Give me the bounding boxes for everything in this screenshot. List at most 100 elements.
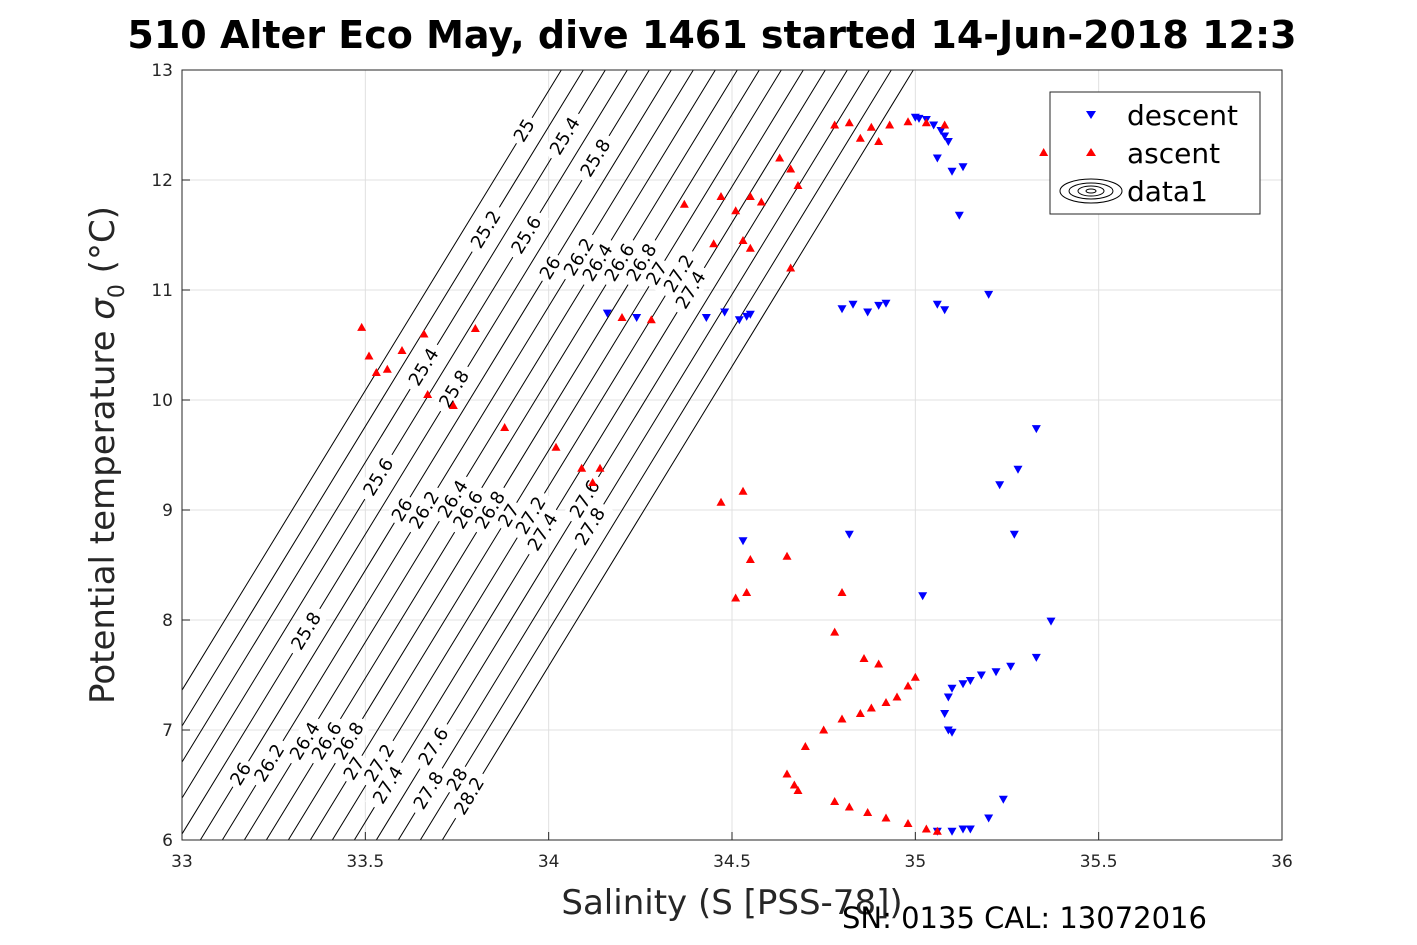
- x-tick-label: 34.5: [713, 852, 751, 872]
- descent-point: [844, 530, 854, 539]
- ascent-point: [595, 463, 605, 472]
- descent-point: [984, 814, 994, 823]
- ascent-point: [830, 797, 840, 805]
- y-axis-label-sigma: σ: [83, 297, 123, 320]
- ascent-point: [793, 181, 803, 189]
- descent-point: [943, 726, 953, 735]
- ascent-point: [742, 588, 752, 596]
- isopycnal-line: [182, 70, 584, 728]
- isopycnal-label-bg: [519, 504, 566, 560]
- isopycnal-line: [375, 70, 848, 840]
- y-axis-label-unit: (°C): [83, 206, 123, 284]
- isopycnal-label-bg: [446, 768, 493, 824]
- descent-point: [918, 592, 928, 601]
- isopycnal-label-bg: [491, 496, 527, 535]
- ascent-point: [903, 819, 913, 827]
- isopycnal-line: [182, 70, 650, 835]
- y-tick-label: 12: [151, 171, 173, 191]
- ascent-point: [1039, 148, 1049, 156]
- isopycnal-label-bg: [401, 482, 448, 538]
- ascent-point: [866, 703, 876, 712]
- ascent-point: [874, 137, 884, 145]
- y-axis-label-main: Potential temperature: [83, 320, 123, 704]
- isopycnal-label-bg: [655, 245, 702, 302]
- isopycnal-label-bg: [639, 254, 675, 293]
- descent-point: [943, 693, 953, 702]
- ascent-point: [844, 118, 854, 127]
- descent-point: [984, 290, 994, 299]
- isopycnal-label-bg: [440, 760, 475, 799]
- ascent-point: [382, 364, 392, 373]
- ascent-point: [775, 153, 785, 162]
- descent-point: [1013, 465, 1023, 474]
- isopycnal-label-bg: [467, 482, 514, 538]
- isopycnal-label-bg: [618, 234, 665, 291]
- isopycnal-label-bg: [532, 249, 568, 287]
- ascent-point: [745, 192, 755, 200]
- isopycnal-label-bg: [410, 718, 457, 775]
- chart-title: 510 Alter Eco May, dive 1461 started 14-…: [127, 13, 1296, 57]
- descent-point: [940, 306, 950, 315]
- isopycnal-label-bg: [400, 339, 447, 395]
- descent-point: [848, 300, 858, 309]
- descent-point: [701, 314, 711, 322]
- descent-point: [1046, 617, 1056, 626]
- ascent-point: [782, 551, 792, 560]
- ascent-point: [371, 368, 381, 376]
- y-tick-label: 9: [162, 501, 173, 521]
- ascent-point: [837, 588, 847, 596]
- descent-point: [1009, 530, 1019, 539]
- ascent-point: [738, 486, 748, 495]
- descent-point: [837, 305, 847, 314]
- ascent-point: [859, 654, 869, 662]
- x-tick-label: 34: [538, 852, 560, 872]
- legend-descent-marker: [1086, 111, 1096, 119]
- ascent-point: [731, 206, 741, 215]
- isopycnal-label-bg: [445, 482, 492, 538]
- x-tick-label: 35: [905, 852, 927, 872]
- descent-point: [932, 154, 942, 163]
- descent-point: [1006, 662, 1016, 671]
- isopycnal-label-bg: [667, 262, 714, 318]
- ascent-point: [745, 555, 755, 563]
- ascent-point: [782, 769, 792, 778]
- isopycnal-line: [182, 70, 606, 764]
- x-tick-label: 36: [1271, 852, 1293, 872]
- ascent-point: [855, 133, 865, 142]
- descent-point: [965, 825, 975, 834]
- descent-point: [958, 163, 968, 172]
- descent-point: [998, 795, 1008, 804]
- legend-data1-label: data1: [1127, 175, 1208, 208]
- ascent-point: [679, 199, 689, 208]
- isopycnal-label-bg: [283, 603, 330, 659]
- descent-point: [1031, 653, 1041, 662]
- descent-point: [863, 308, 873, 317]
- descent-point: [958, 680, 968, 689]
- ascent-point: [397, 346, 407, 354]
- ascent-point: [789, 780, 799, 789]
- y-tick-label: 7: [162, 721, 173, 741]
- ascent-point: [716, 192, 726, 200]
- x-axis-label: Salinity (S [PSS-78]): [561, 883, 902, 923]
- data-points: [357, 113, 1056, 836]
- ascent-point: [617, 313, 627, 321]
- ascent-point: [646, 315, 656, 324]
- serial-calibration-footer: SN: 0135 CAL: 13072016: [842, 901, 1207, 935]
- isopycnal-label-bg: [384, 491, 420, 529]
- isopycnal-label-bg: [567, 498, 614, 555]
- ascent-point: [830, 627, 840, 636]
- ascent-point: [364, 351, 374, 360]
- ascent-point: [921, 118, 931, 127]
- isopycnal-label-bg: [429, 471, 476, 527]
- ascent-point: [423, 390, 433, 398]
- isopycnal-line: [221, 70, 694, 840]
- descent-point: [881, 299, 891, 308]
- descent-point: [929, 121, 939, 130]
- isopycnal-line: [441, 70, 914, 840]
- isopycnal-label-bg: [336, 749, 372, 788]
- ascent-point: [932, 826, 942, 835]
- isopycnal-label-bg: [303, 713, 350, 769]
- descent-point: [947, 684, 957, 693]
- descent-point: [947, 167, 957, 176]
- isopycnal-label-bg: [596, 234, 643, 291]
